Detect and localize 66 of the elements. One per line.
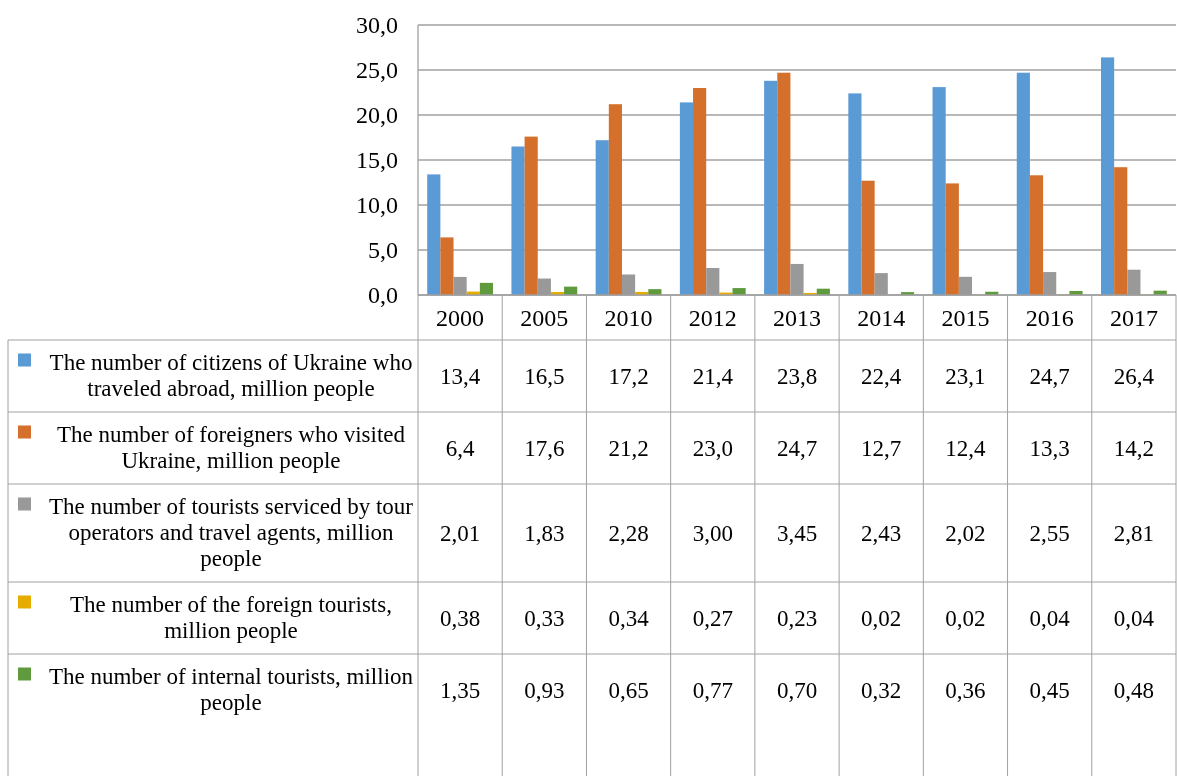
data-label: 2,01: [439, 521, 481, 547]
data-label: 3,00: [692, 521, 733, 547]
x-tick-label: 2015: [941, 304, 990, 331]
data-label: 0,36: [945, 678, 986, 704]
data-label: 2,55: [1029, 521, 1070, 547]
y-tick-label: 20,0: [356, 102, 398, 129]
data-label: 26,4: [1113, 364, 1155, 390]
y-tick-label: 0,0: [368, 282, 398, 309]
y-tick-label: 10,0: [356, 192, 398, 219]
data-label: 0,77: [692, 678, 733, 704]
data-label: 0,45: [1029, 678, 1070, 704]
y-tick-label: 25,0: [356, 57, 398, 84]
data-label: 24,7: [1029, 364, 1070, 390]
data-label: 21,4: [692, 364, 734, 390]
data-label: 23,8: [776, 364, 818, 390]
data-label: 24,7: [776, 436, 818, 462]
data-label: 0,93: [524, 678, 565, 704]
legend-label: The number of internal tourists, million people: [48, 663, 414, 715]
data-label: 14,2: [1113, 436, 1155, 462]
legend-label: The number of citizens of Ukraine who traveled abroad, million people: [49, 349, 413, 401]
data-label: 0,23: [776, 606, 818, 632]
data-label: 17,6: [524, 436, 565, 462]
data-label: 21,2: [608, 436, 649, 462]
legend-label: The number of foreigners who visited Ukraine, million people: [56, 421, 406, 473]
data-label: 1,35: [439, 678, 481, 704]
x-tick-label: 2016: [1025, 304, 1074, 331]
data-label: 2,81: [1113, 521, 1155, 547]
legend-label: The number of the foreign tourists, million people: [70, 591, 392, 643]
data-label: 17,2: [608, 364, 649, 390]
data-label: 13,4: [439, 364, 481, 390]
y-tick-label: 30,0: [356, 12, 398, 39]
legend-label: The number of tourists serviced by tour operators and travel agents, million people: [48, 493, 414, 571]
data-label: 0,33: [524, 606, 565, 632]
data-label: 2,43: [861, 521, 902, 547]
x-tick-label: 2012: [688, 304, 737, 331]
data-label: 22,4: [861, 364, 902, 390]
data-label: 0,70: [776, 678, 818, 704]
data-label: 12,7: [861, 436, 902, 462]
data-label: 0,27: [692, 606, 733, 632]
data-label: 0,65: [608, 678, 649, 704]
data-label: 0,04: [1029, 606, 1071, 632]
data-label: 0,38: [439, 606, 481, 632]
data-label: 2,28: [608, 521, 649, 547]
data-label: 2,02: [945, 521, 986, 547]
data-label: 0,32: [861, 678, 902, 704]
x-tick-label: 2017: [1109, 304, 1158, 331]
data-label: 16,5: [524, 364, 565, 390]
data-label: 0,48: [1113, 678, 1155, 704]
data-label: 12,4: [945, 436, 987, 462]
data-label: 23,0: [692, 436, 733, 462]
data-label: 3,45: [776, 521, 818, 547]
y-tick-label: 15,0: [356, 147, 398, 174]
data-label: 0,34: [608, 606, 650, 632]
data-label: 0,02: [861, 606, 902, 632]
x-tick-label: 2005: [520, 304, 569, 331]
x-tick-label: 2014: [857, 304, 906, 331]
data-label: 0,02: [945, 606, 986, 632]
x-tick-label: 2000: [436, 304, 485, 331]
data-label: 1,83: [524, 521, 565, 547]
y-tick-label: 5,0: [368, 237, 398, 264]
data-label: 0,04: [1113, 606, 1155, 632]
data-label: 13,3: [1029, 436, 1070, 462]
x-tick-label: 2013: [773, 304, 821, 331]
data-label: 23,1: [945, 364, 986, 390]
x-tick-label: 2010: [604, 304, 653, 331]
data-label: 6,4: [445, 436, 475, 462]
